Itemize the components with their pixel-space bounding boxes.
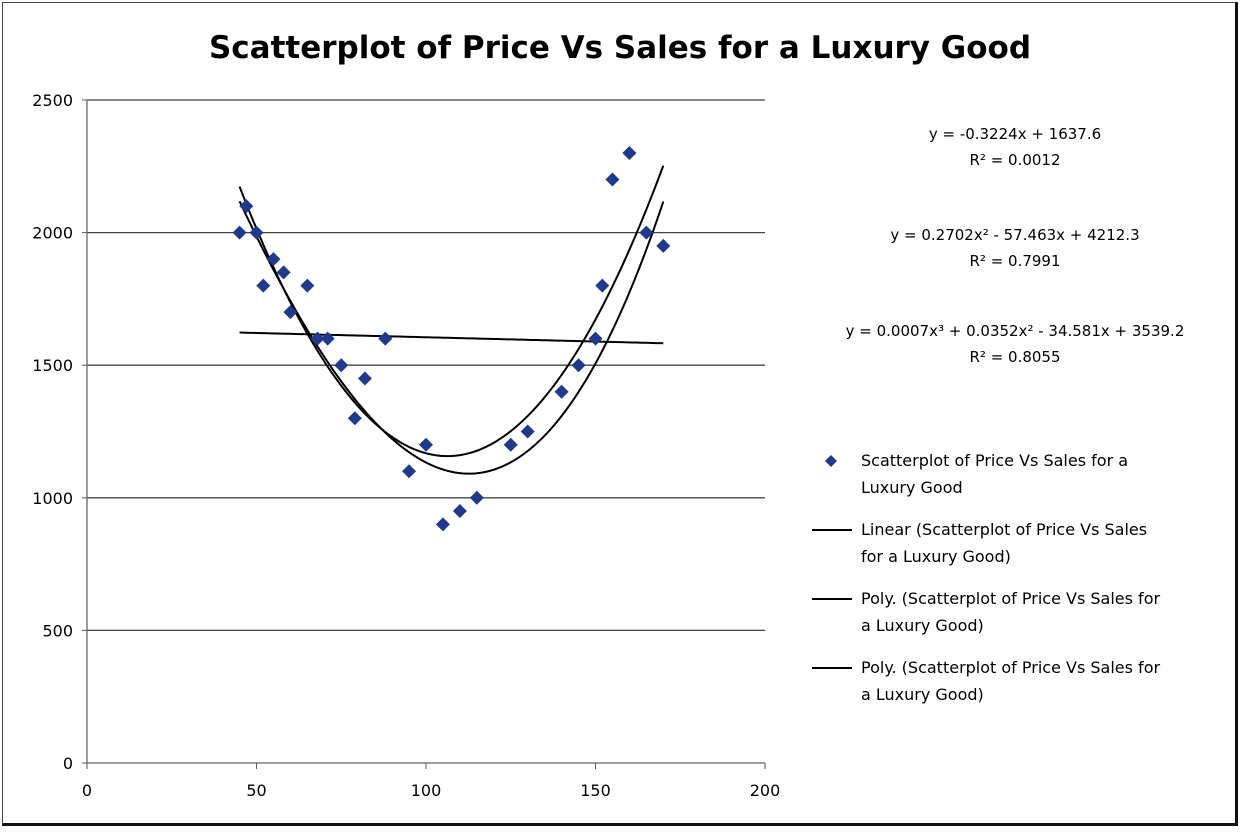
data-point (571, 358, 586, 373)
data-points (232, 146, 671, 532)
trend-r-squared: R² = 0.7991 (969, 252, 1060, 270)
data-point (554, 384, 569, 399)
data-point (239, 199, 254, 214)
data-point (656, 238, 671, 253)
data-point (435, 517, 450, 532)
trend-r-squared: R² = 0.0012 (969, 151, 1060, 169)
data-point (469, 490, 484, 505)
legend-label: for a Luxury Good) (861, 547, 1011, 566)
trend-equation: y = 0.0007x³ + 0.0352x² - 34.581x + 3539… (846, 322, 1185, 340)
data-point (357, 371, 372, 386)
data-point (452, 504, 467, 519)
data-point (378, 331, 393, 346)
data-point (310, 331, 325, 346)
legend-label: a Luxury Good) (861, 616, 984, 635)
data-point (249, 225, 264, 240)
data-point (334, 358, 349, 373)
trendlines (238, 165, 665, 475)
x-tick-label: 0 (82, 781, 92, 800)
trendline (238, 165, 665, 458)
y-tick-label: 1000 (32, 489, 73, 508)
legend-label: Luxury Good (861, 478, 963, 497)
legend-label: Poly. (Scatterplot of Price Vs Sales for (861, 589, 1160, 608)
legend-label: Poly. (Scatterplot of Price Vs Sales for (861, 658, 1160, 677)
trend-r-squared: R² = 0.8055 (969, 348, 1060, 366)
x-tick-label: 150 (580, 781, 611, 800)
data-point (605, 172, 620, 187)
data-point (639, 225, 654, 240)
x-tick-label: 50 (246, 781, 266, 800)
data-point (520, 424, 535, 439)
data-point (256, 278, 271, 293)
x-tick-label: 100 (411, 781, 442, 800)
data-point (588, 331, 603, 346)
legend-label: Linear (Scatterplot of Price Vs Sales (861, 520, 1147, 539)
data-point (622, 146, 637, 161)
data-point (232, 225, 247, 240)
data-point (503, 437, 518, 452)
y-tick-label: 2000 (32, 224, 73, 243)
y-tick-label: 2500 (32, 91, 73, 110)
trend-equation: y = -0.3224x + 1637.6 (929, 125, 1101, 143)
trendline (238, 200, 665, 475)
data-point (266, 252, 281, 267)
data-point (402, 464, 417, 479)
chart-title: Scatterplot of Price Vs Sales for a Luxu… (209, 30, 1031, 66)
data-point (283, 305, 298, 320)
gridlines (87, 99, 765, 632)
data-point (595, 278, 610, 293)
legend-label: Scatterplot of Price Vs Sales for a (861, 451, 1128, 470)
legend: Scatterplot of Price Vs Sales for a Luxur… (812, 451, 1160, 704)
data-point (347, 411, 362, 426)
y-tick-label: 500 (42, 621, 73, 640)
y-tick-label: 0 (63, 754, 73, 773)
data-point (276, 265, 291, 280)
trend-equation: y = 0.2702x² - 57.463x + 4212.3 (890, 226, 1139, 244)
trend-equations: y = -0.3224x + 1637.6 R² = 0.0012 y = 0.27… (846, 125, 1185, 366)
data-point (300, 278, 315, 293)
data-point (419, 437, 433, 452)
axes: 0 500 1000 1500 2000 2500 0 50 100 150 200 (32, 91, 780, 800)
data-point (320, 331, 335, 346)
legend-marker (825, 455, 837, 467)
x-tick-label: 200 (750, 781, 781, 800)
legend-label: a Luxury Good) (861, 685, 984, 704)
y-tick-label: 1500 (32, 356, 73, 375)
